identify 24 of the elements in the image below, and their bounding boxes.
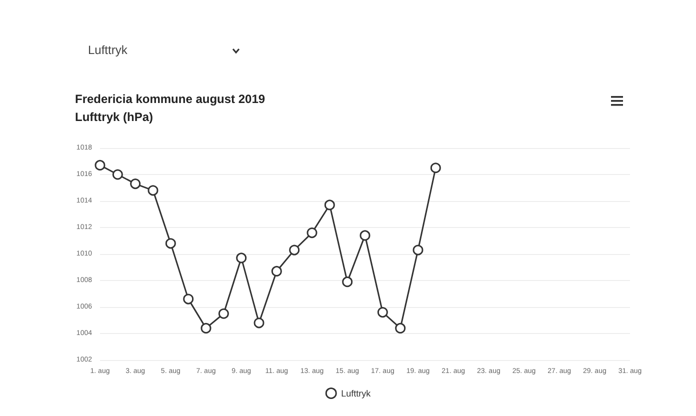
point: [412, 244, 424, 256]
point: [430, 162, 441, 174]
point: [200, 322, 212, 334]
point: [377, 307, 388, 318]
point: [306, 228, 318, 238]
point: [218, 308, 229, 319]
point: [112, 169, 123, 180]
text: Lufttryk: [88, 43, 128, 57]
point: [130, 178, 141, 190]
point: [94, 160, 106, 170]
chart-title: Fredericia kommune august 2019: [75, 92, 266, 106]
point: [236, 252, 247, 264]
point: [165, 238, 176, 249]
point: [271, 266, 282, 276]
point: [183, 294, 194, 304]
point: [148, 185, 158, 196]
point: [254, 318, 264, 328]
chart-subtitle: Lufttryk (hPa): [75, 110, 154, 124]
point: [360, 230, 370, 241]
point: [289, 244, 300, 256]
point: [395, 322, 406, 334]
point: [324, 200, 335, 210]
legend-label: Lufttryk: [341, 388, 372, 398]
point: [342, 276, 353, 288]
